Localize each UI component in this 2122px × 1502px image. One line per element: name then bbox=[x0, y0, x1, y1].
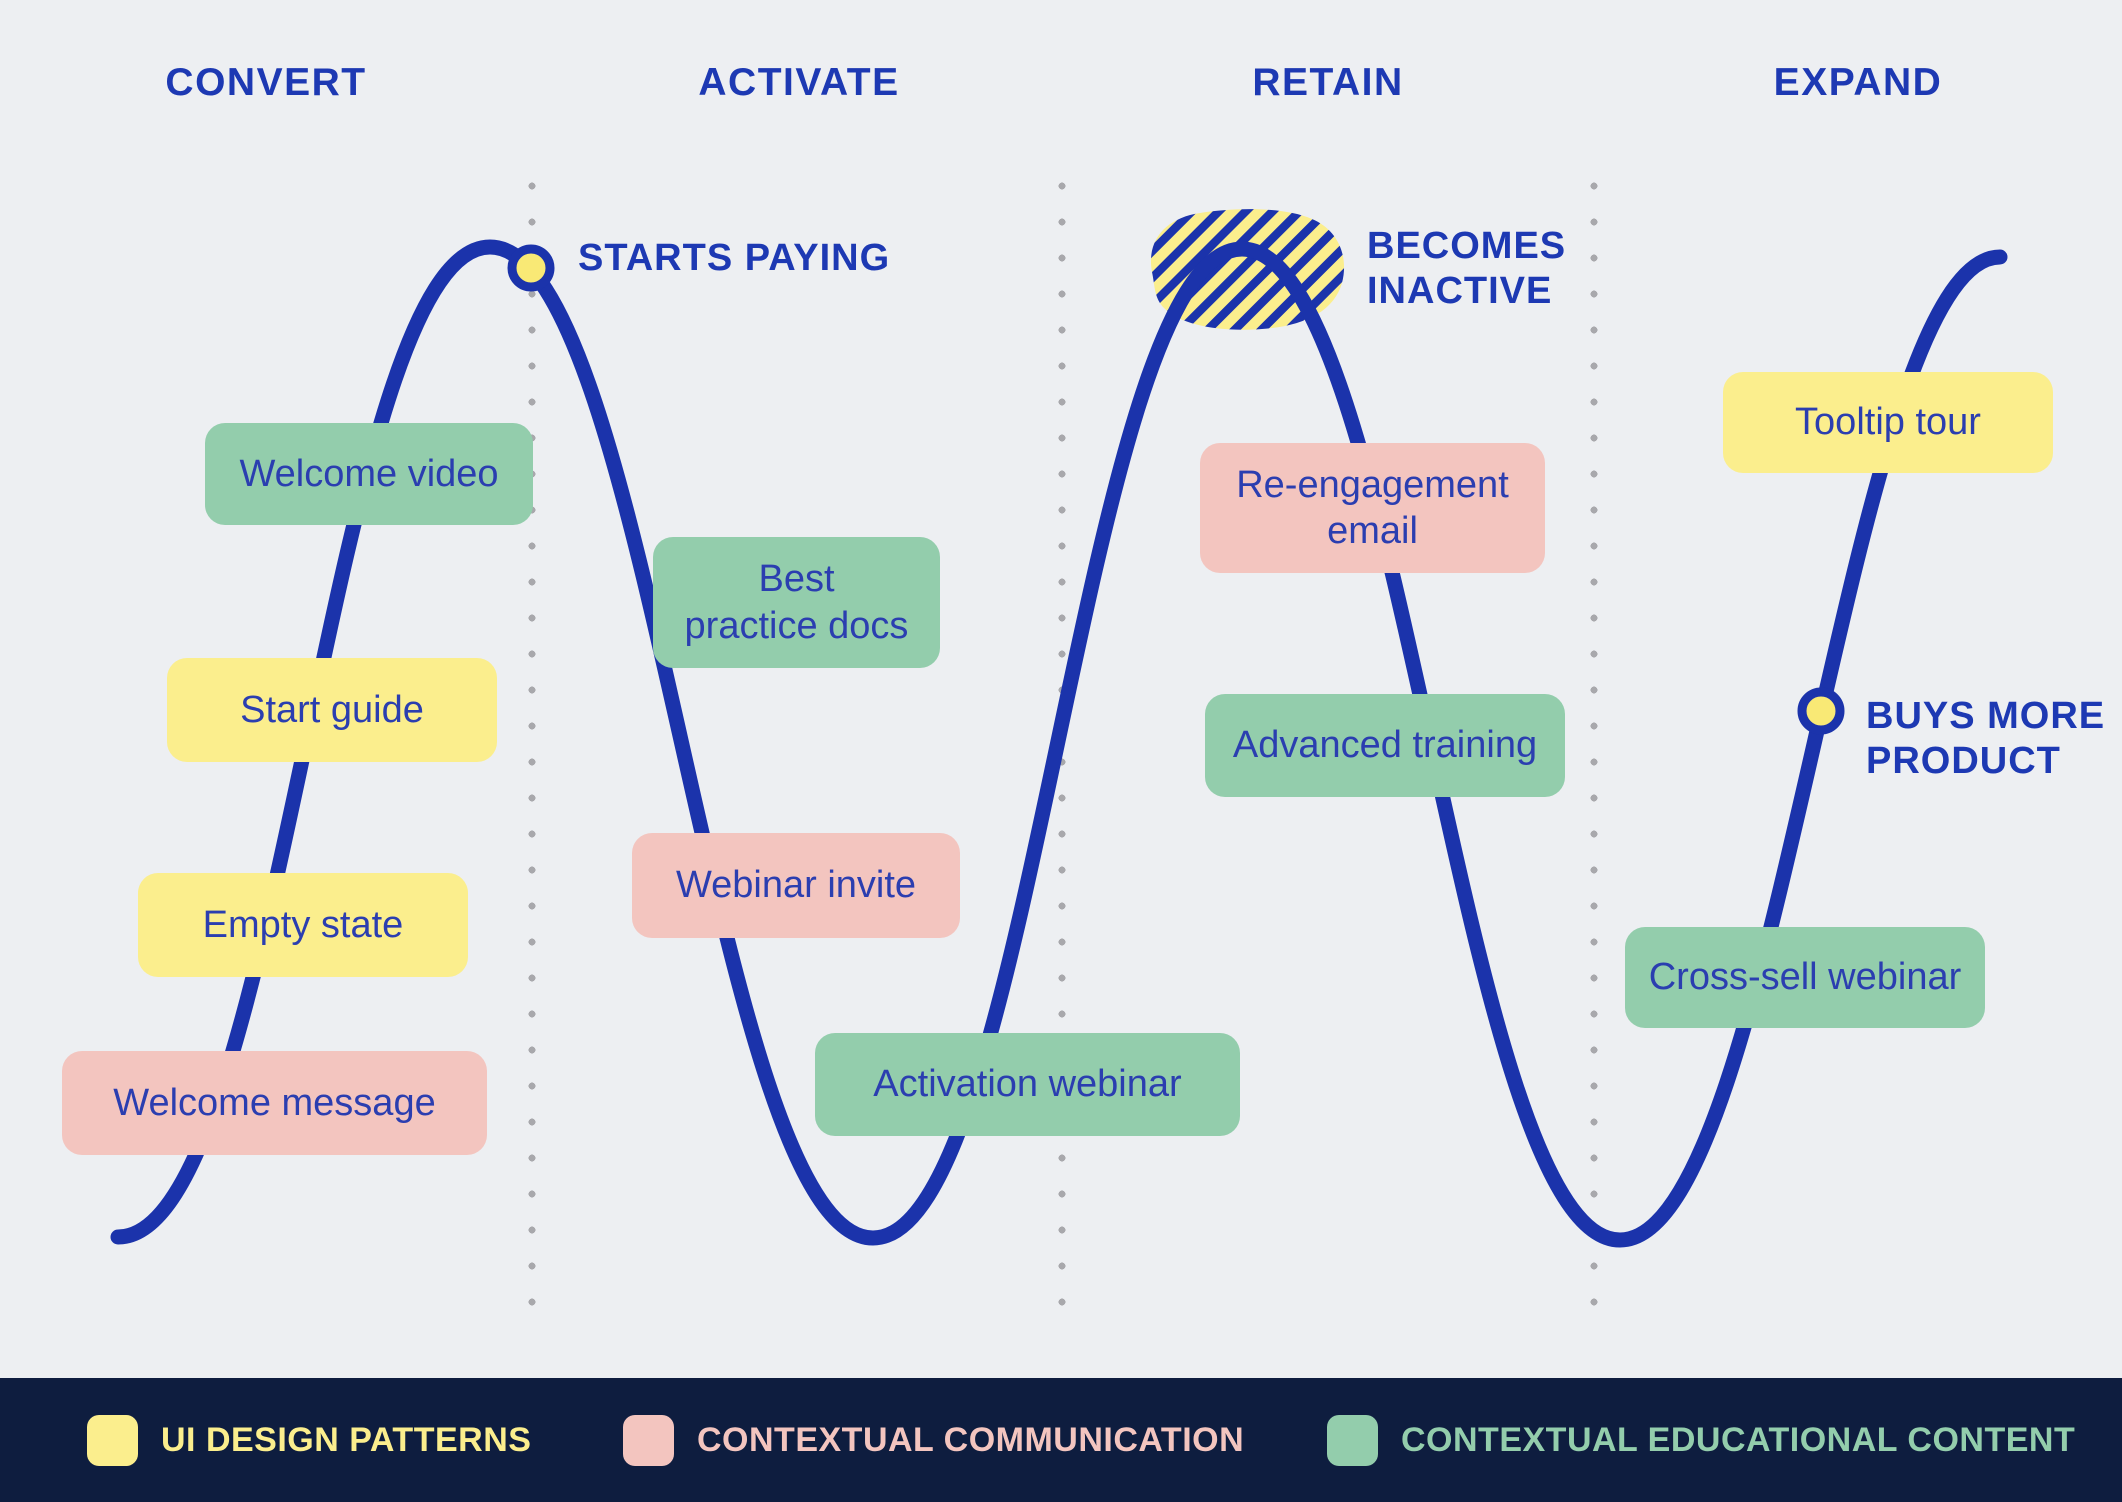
legend-bar: UI DESIGN PATTERNS CONTEXTUAL COMMUNICAT… bbox=[0, 1378, 2122, 1502]
legend-label-contextual-communication: CONTEXTUAL COMMUNICATION bbox=[697, 1420, 1245, 1459]
milestone-dot-starts-paying bbox=[507, 244, 555, 292]
box-tooltip-tour: Tooltip tour bbox=[1723, 372, 2053, 473]
box-webinar-invite: Webinar invite bbox=[632, 833, 960, 938]
legend-swatch-green bbox=[1327, 1414, 1378, 1466]
legend-item-contextual-communication: CONTEXTUAL COMMUNICATION bbox=[623, 1378, 1244, 1502]
stage-header-convert: CONVERT bbox=[165, 61, 367, 104]
box-welcome-video: Welcome video bbox=[205, 423, 533, 525]
box-re-engagement-email: Re-engagement email bbox=[1200, 443, 1545, 573]
legend-label-ui-design-patterns: UI DESIGN PATTERNS bbox=[161, 1420, 532, 1459]
legend-swatch-yellow bbox=[87, 1414, 138, 1466]
stage-divider-3 bbox=[1590, 168, 1598, 1328]
legend-swatch-pink bbox=[623, 1414, 674, 1466]
stage-header-retain: RETAIN bbox=[1252, 61, 1404, 104]
legend-label-contextual-educational-content: CONTEXTUAL EDUCATIONAL CONTENT bbox=[1401, 1420, 2076, 1459]
legend-item-ui-design-patterns: UI DESIGN PATTERNS bbox=[87, 1378, 531, 1502]
box-cross-sell-webinar: Cross-sell webinar bbox=[1625, 927, 1985, 1028]
box-activation-webinar: Activation webinar bbox=[815, 1033, 1240, 1136]
journey-curve bbox=[110, 239, 2008, 1248]
milestone-label-becomes-inactive: BECOMES INACTIVE bbox=[1367, 225, 1567, 312]
milestone-label-buys-more-product: BUYS MORE PRODUCT bbox=[1866, 695, 2106, 782]
box-empty-state: Empty state bbox=[138, 873, 468, 977]
box-advanced-training: Advanced training bbox=[1205, 694, 1565, 797]
legend-item-contextual-educational-content: CONTEXTUAL EDUCATIONAL CONTENT bbox=[1327, 1378, 2075, 1502]
stage-header-expand: EXPAND bbox=[1773, 61, 1943, 104]
stage-divider-1 bbox=[528, 168, 536, 1328]
stage-header-activate: ACTIVATE bbox=[698, 61, 900, 104]
milestone-label-starts-paying: STARTS PAYING bbox=[578, 237, 891, 279]
box-best-practice-docs: Best practice docs bbox=[653, 537, 940, 668]
box-start-guide: Start guide bbox=[167, 658, 497, 762]
milestone-dot-buys-more-product bbox=[1797, 687, 1845, 735]
box-welcome-message: Welcome message bbox=[62, 1051, 487, 1155]
